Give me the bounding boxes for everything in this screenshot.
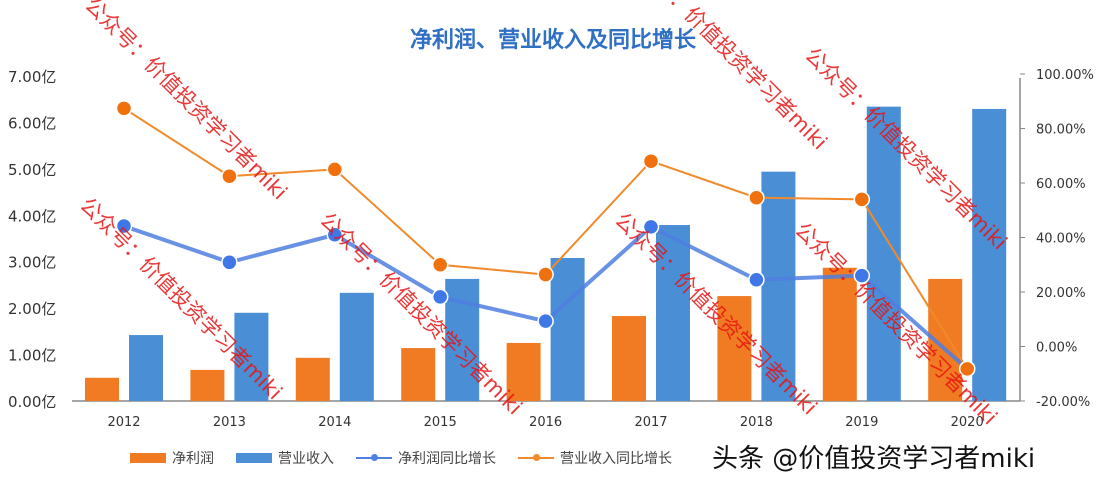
legend-item-revenue[interactable]: 营业收入 [236, 448, 334, 468]
point-revenue-growth [431, 256, 449, 273]
legend-swatch [130, 453, 166, 463]
left-tick-label: 1.00亿 [8, 347, 56, 365]
point-net-profit-growth [853, 267, 871, 284]
bar-revenue [339, 292, 374, 401]
point-net-profit-growth [431, 288, 449, 306]
bar-revenue [761, 171, 796, 401]
legend: 净利润 营业收入 净利润同比增长 营业收入同比增长 [130, 448, 672, 468]
point-revenue-growth [115, 100, 133, 117]
right-tick-label: 80.00% [1036, 123, 1086, 138]
left-tick-label: 6.00亿 [8, 114, 56, 132]
x-tick-label: 2019 [845, 415, 878, 430]
right-tick-label: 0.00% [1036, 341, 1077, 356]
legend-item-net-profit[interactable]: 净利润 [130, 448, 214, 468]
bar-revenue [972, 108, 1007, 401]
legend-label: 净利润 [172, 451, 214, 467]
bar-revenue [129, 335, 163, 401]
point-revenue-growth [221, 167, 238, 185]
x-tick-label: 2018 [740, 415, 773, 430]
legend-label: 净利润同比增长 [398, 451, 496, 467]
bar-net-profit [85, 377, 119, 401]
point-net-profit-growth [221, 254, 238, 271]
right-tick-label: -20.00% [1036, 395, 1090, 410]
x-tick-label: 2016 [529, 415, 562, 430]
point-net-profit-growth [642, 218, 660, 236]
x-tick-label: 2015 [424, 415, 457, 430]
x-tick-label: 2012 [107, 415, 140, 430]
bar-net-profit [717, 296, 752, 401]
legend-swatch [236, 453, 272, 463]
legend-label: 营业收入 [278, 451, 334, 467]
footer-watermark: 头条 @价值投资学习者miki [712, 444, 1036, 474]
bar-net-profit [401, 348, 436, 401]
bar-net-profit [506, 342, 541, 401]
point-revenue-growth [958, 360, 976, 378]
x-tick-label: 2014 [318, 415, 351, 430]
point-revenue-growth [853, 191, 871, 208]
point-net-profit-growth [326, 226, 344, 244]
bar-net-profit [612, 316, 646, 401]
x-tick-label: 2020 [951, 415, 984, 430]
point-revenue-growth [326, 161, 344, 178]
left-tick-label: 0.00亿 [8, 393, 56, 411]
bar-revenue [550, 258, 585, 401]
point-net-profit-growth [748, 271, 765, 288]
left-tick-label: 7.00亿 [8, 68, 56, 86]
legend-item-net-profit-growth[interactable]: 净利润同比增长 [356, 448, 496, 468]
bar-net-profit [190, 369, 225, 401]
legend-item-revenue-growth[interactable]: 营业收入同比增长 [518, 448, 672, 468]
right-tick-label: 100.00% [1036, 68, 1094, 83]
left-tick-label: 3.00亿 [8, 254, 56, 272]
left-tick-label: 5.00亿 [8, 161, 56, 179]
bar-net-profit [295, 357, 330, 401]
left-tick-label: 2.00亿 [8, 300, 56, 318]
right-tick-label: 60.00% [1036, 177, 1086, 192]
legend-label: 营业收入同比增长 [560, 451, 672, 467]
point-revenue-growth [748, 189, 765, 206]
right-tick-label: 20.00% [1036, 286, 1086, 301]
legend-swatch [356, 454, 392, 461]
bar-revenue [234, 312, 269, 401]
point-net-profit-growth [115, 217, 133, 235]
bar-revenue [656, 225, 690, 401]
x-tick-label: 2017 [634, 415, 667, 430]
bar-net-profit [822, 267, 857, 401]
right-tick-label: 40.00% [1036, 232, 1086, 247]
x-tick-label: 2013 [213, 415, 246, 430]
point-net-profit-growth [537, 312, 554, 330]
point-revenue-growth [642, 152, 660, 170]
legend-swatch [518, 454, 554, 461]
point-revenue-growth [537, 266, 554, 283]
chart-title: 净利润、营业收入及同比增长 [409, 28, 696, 53]
left-tick-label: 4.00亿 [8, 207, 56, 225]
